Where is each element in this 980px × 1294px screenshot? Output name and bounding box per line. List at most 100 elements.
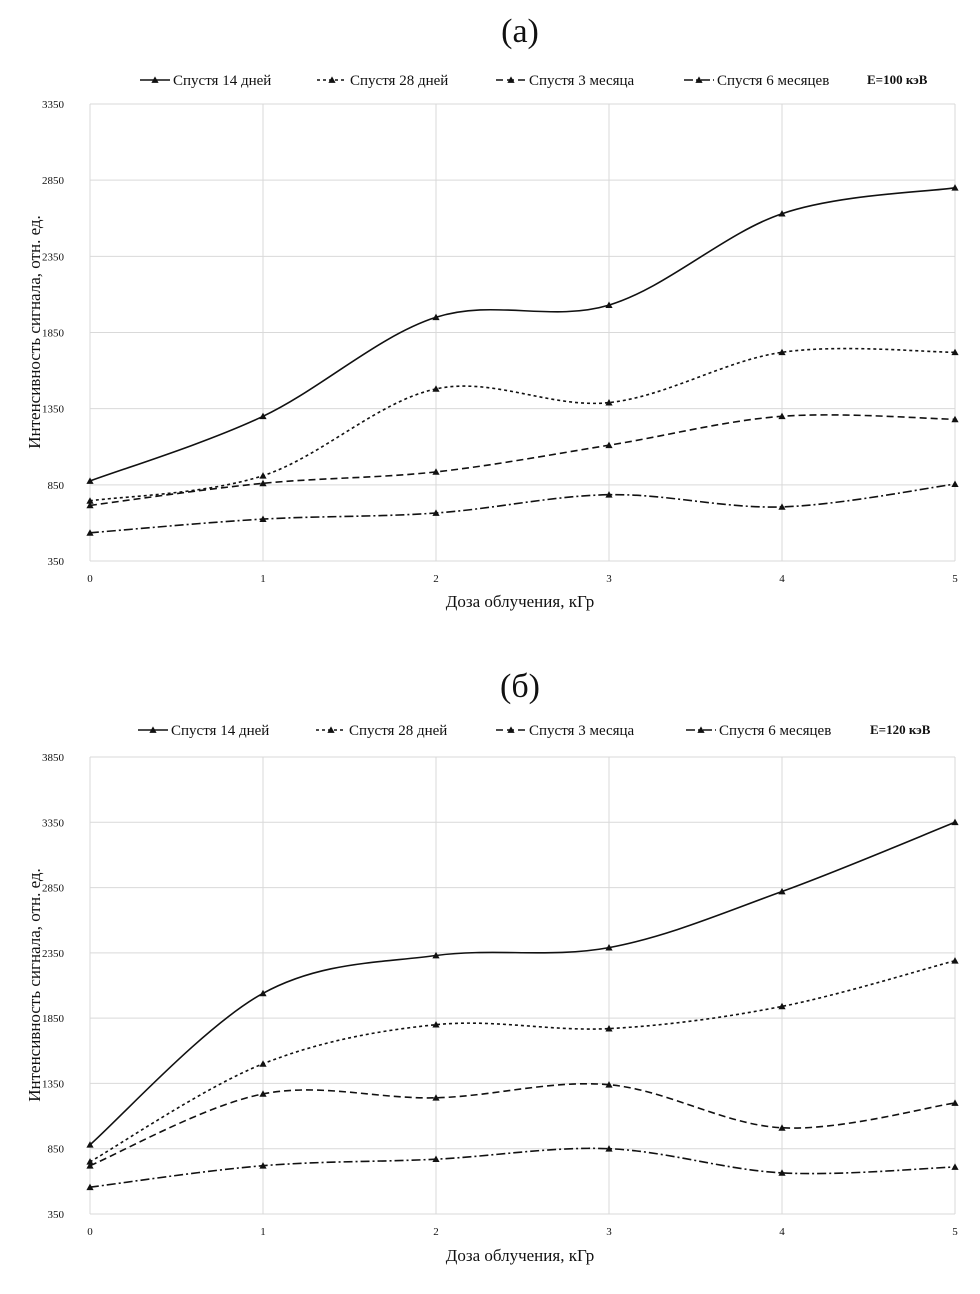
legend-entry: Спустя 6 месяцев (684, 73, 829, 89)
chart-b: (б) Спустя 14 дней Спустя 28 дней Спустя 3… (25, 668, 959, 1265)
legend-marker (149, 726, 157, 733)
series-lines (86, 818, 959, 1191)
x-tick-label: 2 (433, 573, 439, 585)
data-point-marker (259, 1060, 267, 1067)
data-point-marker (951, 480, 959, 487)
legend: Спустя 14 дней Спустя 28 дней Спустя 3 мес… (140, 73, 829, 89)
y-tick-label: 2850 (42, 175, 65, 187)
legend-label: Спустя 6 месяцев (719, 723, 831, 739)
data-point-marker (86, 497, 94, 504)
data-point-marker (259, 472, 267, 479)
y-tick-labels: 350 850 1350 1850 2350 2850 3350 (42, 99, 65, 568)
grid (89, 103, 956, 562)
data-point-marker (432, 1094, 440, 1101)
data-point-marker (86, 1141, 94, 1148)
legend-label: Спустя 14 дней (171, 723, 269, 739)
x-tick-labels: 0 1 2 3 4 5 (87, 1226, 958, 1238)
data-point-marker (432, 509, 440, 516)
y-tick-label: 1850 (42, 328, 65, 340)
legend-entry: Спустя 28 дней (317, 73, 448, 89)
x-tick-label: 4 (779, 1226, 785, 1238)
data-point-marker (432, 1155, 440, 1163)
data-point-marker (778, 1002, 786, 1010)
legend-entry: Спустя 14 дней (140, 73, 271, 89)
data-point-marker (259, 412, 267, 420)
panel-label: (a) (501, 13, 539, 50)
legend-label: Спустя 28 дней (349, 723, 447, 739)
data-point-marker (778, 348, 786, 356)
y-tick-label: 2350 (42, 251, 65, 263)
x-tick-label: 4 (779, 573, 785, 585)
series-line (89, 821, 956, 1146)
y-tick-label: 3350 (42, 817, 65, 829)
legend-label: Спустя 3 месяца (529, 723, 635, 739)
data-point-marker (951, 957, 959, 964)
data-point-marker (951, 818, 959, 826)
energy-note: E=100 кэВ (867, 72, 928, 87)
legend-marker (327, 726, 335, 733)
x-tick-label: 3 (606, 573, 612, 585)
legend-label: Спустя 6 месяцев (717, 73, 829, 89)
data-point-marker (778, 1124, 786, 1131)
legend-marker (695, 76, 703, 83)
data-point-marker (432, 313, 440, 321)
data-point-marker (432, 1021, 440, 1028)
data-point-marker (605, 1145, 613, 1152)
data-point-marker (86, 1183, 94, 1191)
legend-marker (697, 726, 705, 733)
data-point-marker (605, 491, 613, 498)
legend-marker (507, 76, 515, 83)
data-point-marker (951, 348, 959, 356)
y-tick-label: 350 (48, 1209, 65, 1221)
series-lines (86, 184, 959, 536)
y-axis-title: Интенсивность сигнала, отн. ед. (25, 868, 44, 1102)
data-point-marker (432, 951, 440, 959)
legend-marker (507, 726, 515, 733)
data-point-marker (778, 503, 786, 510)
y-tick-label: 1850 (42, 1013, 65, 1025)
data-point-marker (86, 1162, 94, 1169)
y-tick-label: 3850 (42, 752, 65, 764)
x-tick-label: 2 (433, 1226, 439, 1238)
data-point-marker (778, 210, 786, 217)
y-tick-label: 850 (48, 1144, 65, 1156)
y-tick-label: 1350 (42, 404, 65, 416)
data-point-marker (605, 944, 613, 951)
x-tick-label: 1 (260, 573, 266, 585)
series-line (89, 483, 956, 534)
legend: Спустя 14 дней Спустя 28 дней Спустя 3 мес… (138, 723, 831, 739)
data-point-marker (432, 468, 440, 475)
x-tick-label: 5 (952, 573, 958, 585)
x-tick-label: 0 (87, 1226, 93, 1238)
y-tick-label: 2350 (42, 948, 65, 960)
data-point-marker (951, 415, 959, 423)
y-axis-title: Интенсивность сигнала, отн. ед. (25, 215, 44, 449)
x-tick-labels: 0 1 2 3 4 5 (87, 573, 958, 585)
x-tick-label: 0 (87, 573, 93, 585)
legend-entry: Спустя 3 месяца (496, 723, 635, 739)
series-line (89, 347, 956, 502)
data-point-marker (605, 301, 613, 308)
data-point-marker (605, 1081, 613, 1088)
legend-label: Спустя 14 дней (173, 73, 271, 89)
data-point-marker (259, 515, 267, 522)
data-point-marker (951, 1163, 959, 1170)
data-point-marker (778, 1169, 786, 1176)
legend-entry: Спустя 3 месяца (496, 73, 635, 89)
legend-entry: Спустя 14 дней (138, 723, 269, 739)
chart-a: (a) Спустя 14 дней Спустя 28 дней Спустя 3… (25, 13, 959, 611)
series-line (89, 414, 956, 507)
legend-label: Спустя 3 месяца (529, 73, 635, 89)
data-point-marker (86, 529, 94, 536)
data-point-marker (432, 385, 440, 392)
legend-marker (328, 76, 336, 83)
x-tick-label: 3 (606, 1226, 612, 1238)
y-tick-label: 2850 (42, 883, 65, 895)
data-point-marker (605, 441, 613, 449)
series-line (89, 959, 956, 1163)
legend-entry: Спустя 28 дней (316, 723, 447, 739)
data-point-marker (259, 1090, 267, 1097)
y-tick-label: 1350 (42, 1078, 65, 1090)
series-line (89, 1147, 956, 1188)
